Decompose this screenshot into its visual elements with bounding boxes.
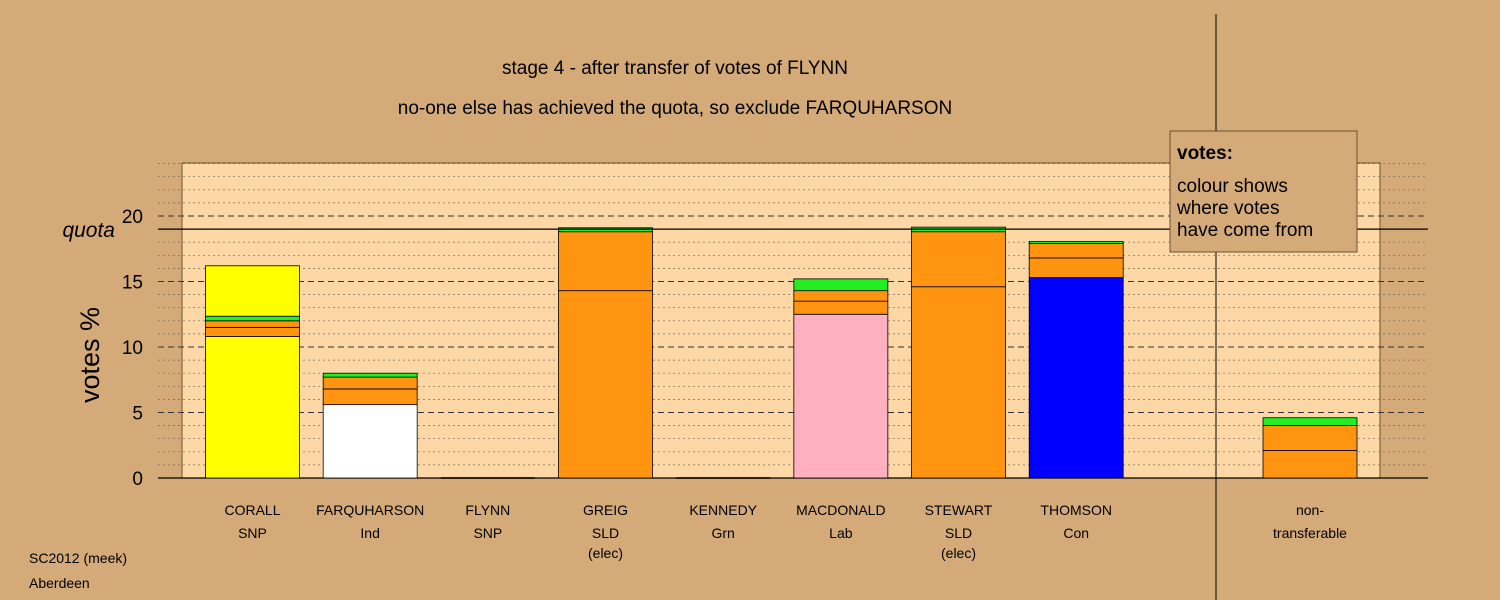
footer-location: Aberdeen <box>29 575 90 591</box>
bar-segment <box>793 290 889 302</box>
candidate-status: (elec) <box>941 545 976 561</box>
bar-segment <box>558 290 653 479</box>
legend-title: votes: <box>1177 143 1233 164</box>
legend-line: have come from <box>1177 220 1313 241</box>
bar-segment <box>911 231 1006 288</box>
candidate-party: Ind <box>360 525 379 541</box>
bar-segment <box>793 278 889 292</box>
bar-segment <box>1262 417 1358 426</box>
bar-segment <box>558 231 653 292</box>
y-tick-label: 20 <box>122 207 143 228</box>
bar-segment <box>205 315 300 322</box>
candidate-name: FARQUHARSON <box>316 502 424 518</box>
x-axis-labels: CORALL SNP FARQUHARSON Ind FLYNN SNP GREIG SLD (… <box>224 502 1347 561</box>
bar-segment <box>1028 241 1124 244</box>
legend-line: colour shows <box>1177 176 1288 197</box>
candidate-name: STEWART <box>925 502 993 518</box>
candidate-name: KENNEDY <box>689 502 757 518</box>
candidate-party: SNP <box>238 525 267 541</box>
quota-label: quota <box>62 219 115 242</box>
y-tick-label: 15 <box>122 273 143 294</box>
bar-segment <box>205 320 300 328</box>
y-axis: 0 5 10 15 20 <box>122 207 143 490</box>
y-tick-label: 0 <box>132 469 143 490</box>
y-tick-label: 5 <box>132 404 143 425</box>
bar-segment <box>793 313 889 479</box>
bar-segment <box>205 265 300 317</box>
legend: votes: colour shows where votes have com… <box>1169 130 1358 253</box>
candidate-party: SLD <box>592 525 619 541</box>
candidate-party: SNP <box>473 525 502 541</box>
nontransferable-label: non- <box>1296 502 1324 518</box>
bar-segment <box>558 227 653 233</box>
candidate-name: THOMSON <box>1040 502 1112 518</box>
legend-line: where votes <box>1176 198 1279 219</box>
chart-title: stage 4 - after transfer of votes of FLY… <box>502 58 848 79</box>
bar-segment <box>322 372 418 378</box>
bar-segment <box>1028 277 1124 479</box>
bar-segment <box>1262 425 1358 451</box>
footer-method: SC2012 (meek) <box>29 550 127 566</box>
bar-segment <box>205 326 300 337</box>
candidate-party: SLD <box>945 525 972 541</box>
nontransferable-label: transferable <box>1273 525 1347 541</box>
bar-segment <box>793 300 889 315</box>
y-tick-label: 10 <box>122 338 143 359</box>
legend-box <box>1169 130 1358 253</box>
bar-segment <box>1028 243 1124 259</box>
bar-segment <box>911 286 1006 479</box>
bar-segment <box>322 404 418 479</box>
bar-segment <box>205 336 300 479</box>
candidate-status: (elec) <box>588 545 623 561</box>
bar-group <box>205 226 1358 479</box>
candidate-name: FLYNN <box>465 502 510 518</box>
candidate-party: Grn <box>712 525 735 541</box>
y-axis-label: votes % <box>75 307 105 403</box>
candidate-party: Lab <box>829 525 853 541</box>
candidate-name: CORALL <box>224 502 280 518</box>
bar-segment <box>322 388 418 406</box>
bar-segment <box>1262 450 1358 479</box>
candidate-party: Con <box>1063 525 1089 541</box>
bar-segment <box>322 376 418 390</box>
candidate-name: MACDONALD <box>796 502 885 518</box>
candidate-name: GREIG <box>583 502 628 518</box>
bar-segment <box>1028 257 1124 278</box>
chart-subtitle: no-one else has achieved the quota, so e… <box>398 98 952 119</box>
